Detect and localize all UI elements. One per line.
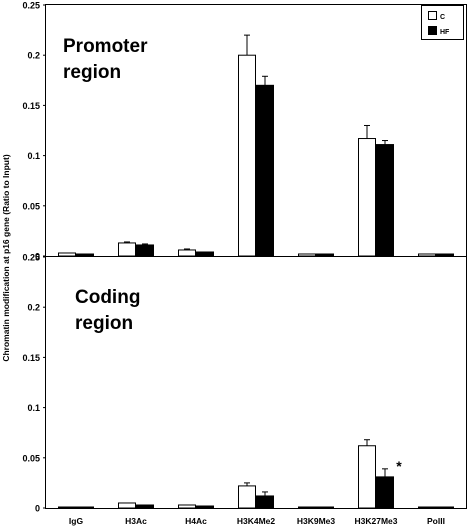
bar-c-h3k9me3: [298, 253, 316, 257]
x-category-label: H3K4Me2: [237, 516, 276, 526]
bar-hf-h3k4me2: [256, 495, 274, 509]
x-category-label: H3Ac: [125, 516, 147, 526]
bar-c-h3k4me2: [238, 485, 256, 509]
top-panel-title-line1: Promoter: [63, 36, 148, 57]
bar-hf-h3ac: [136, 244, 154, 257]
y-tick-label: 0.1: [27, 151, 40, 161]
bar-c-igg: [58, 252, 76, 257]
x-category-label: IgG: [69, 516, 84, 526]
y-tick-label: 0.05: [22, 453, 40, 463]
bar-c-h3k9me3: [298, 506, 316, 509]
bar-hf-polii: [436, 506, 454, 509]
bar-hf-polii: [436, 253, 454, 257]
bar-hf-h3k9me3: [316, 253, 334, 257]
bar-c-h3k27me3: [358, 445, 376, 509]
bar-c-polii: [418, 253, 436, 257]
chart-marks: 00.050.10.150.20.2500.050.10.150.20.25*I…: [22, 1, 454, 526]
bottom-panel-title-line2: region: [75, 313, 133, 334]
bar-hf-igg: [76, 253, 94, 257]
bar-c-h3ac: [118, 502, 136, 509]
bar-c-igg: [58, 506, 76, 509]
x-category-label: H4Ac: [185, 516, 207, 526]
legend-label-hf: HF: [440, 29, 450, 36]
y-axis-label: Chromatin modification at p16 gene (Rati…: [1, 154, 11, 361]
y-tick-label: 0.15: [22, 353, 40, 363]
y-tick-label: 0.2: [27, 303, 40, 313]
y-tick-label: 0.1: [27, 403, 40, 413]
y-tick-label: 0: [35, 252, 40, 262]
top-panel-title-line2: region: [63, 62, 121, 83]
y-tick-label: 0.25: [22, 253, 40, 263]
bar-c-h4ac: [178, 504, 196, 509]
bar-hf-h3k27me3: [376, 144, 394, 257]
bar-hf-h3k27me3: [376, 476, 394, 509]
bar-c-h4ac: [178, 249, 196, 257]
y-tick-label: 0.05: [22, 201, 40, 211]
x-category-label: H3K9Me3: [297, 516, 336, 526]
bar-hf-igg: [76, 506, 94, 509]
x-category-label: PolII: [427, 516, 445, 526]
y-tick-label: 0: [35, 504, 40, 514]
bottom-panel-title-line1: Coding: [75, 287, 140, 308]
legend-label-c: C: [440, 14, 445, 21]
bar-hf-h3ac: [136, 504, 154, 509]
legend-swatch-c: [428, 11, 437, 20]
bar-c-h3ac: [118, 242, 136, 257]
significance-star: *: [396, 458, 402, 474]
y-tick-label: 0.25: [22, 1, 40, 11]
bar-hf-h4ac: [196, 251, 214, 257]
bar-c-h3k4me2: [238, 54, 256, 257]
y-tick-label: 0.15: [22, 101, 40, 111]
bar-hf-h3k4me2: [256, 84, 274, 257]
bar-hf-h3k9me3: [316, 506, 334, 509]
legend-swatch-hf: [428, 26, 437, 35]
bar-c-polii: [418, 506, 436, 509]
bar-c-h3k27me3: [358, 138, 376, 257]
y-tick-label: 0.2: [27, 51, 40, 61]
x-category-label: H3K27Me3: [355, 516, 398, 526]
legend: C HF: [421, 5, 464, 40]
bar-hf-h4ac: [196, 505, 214, 509]
